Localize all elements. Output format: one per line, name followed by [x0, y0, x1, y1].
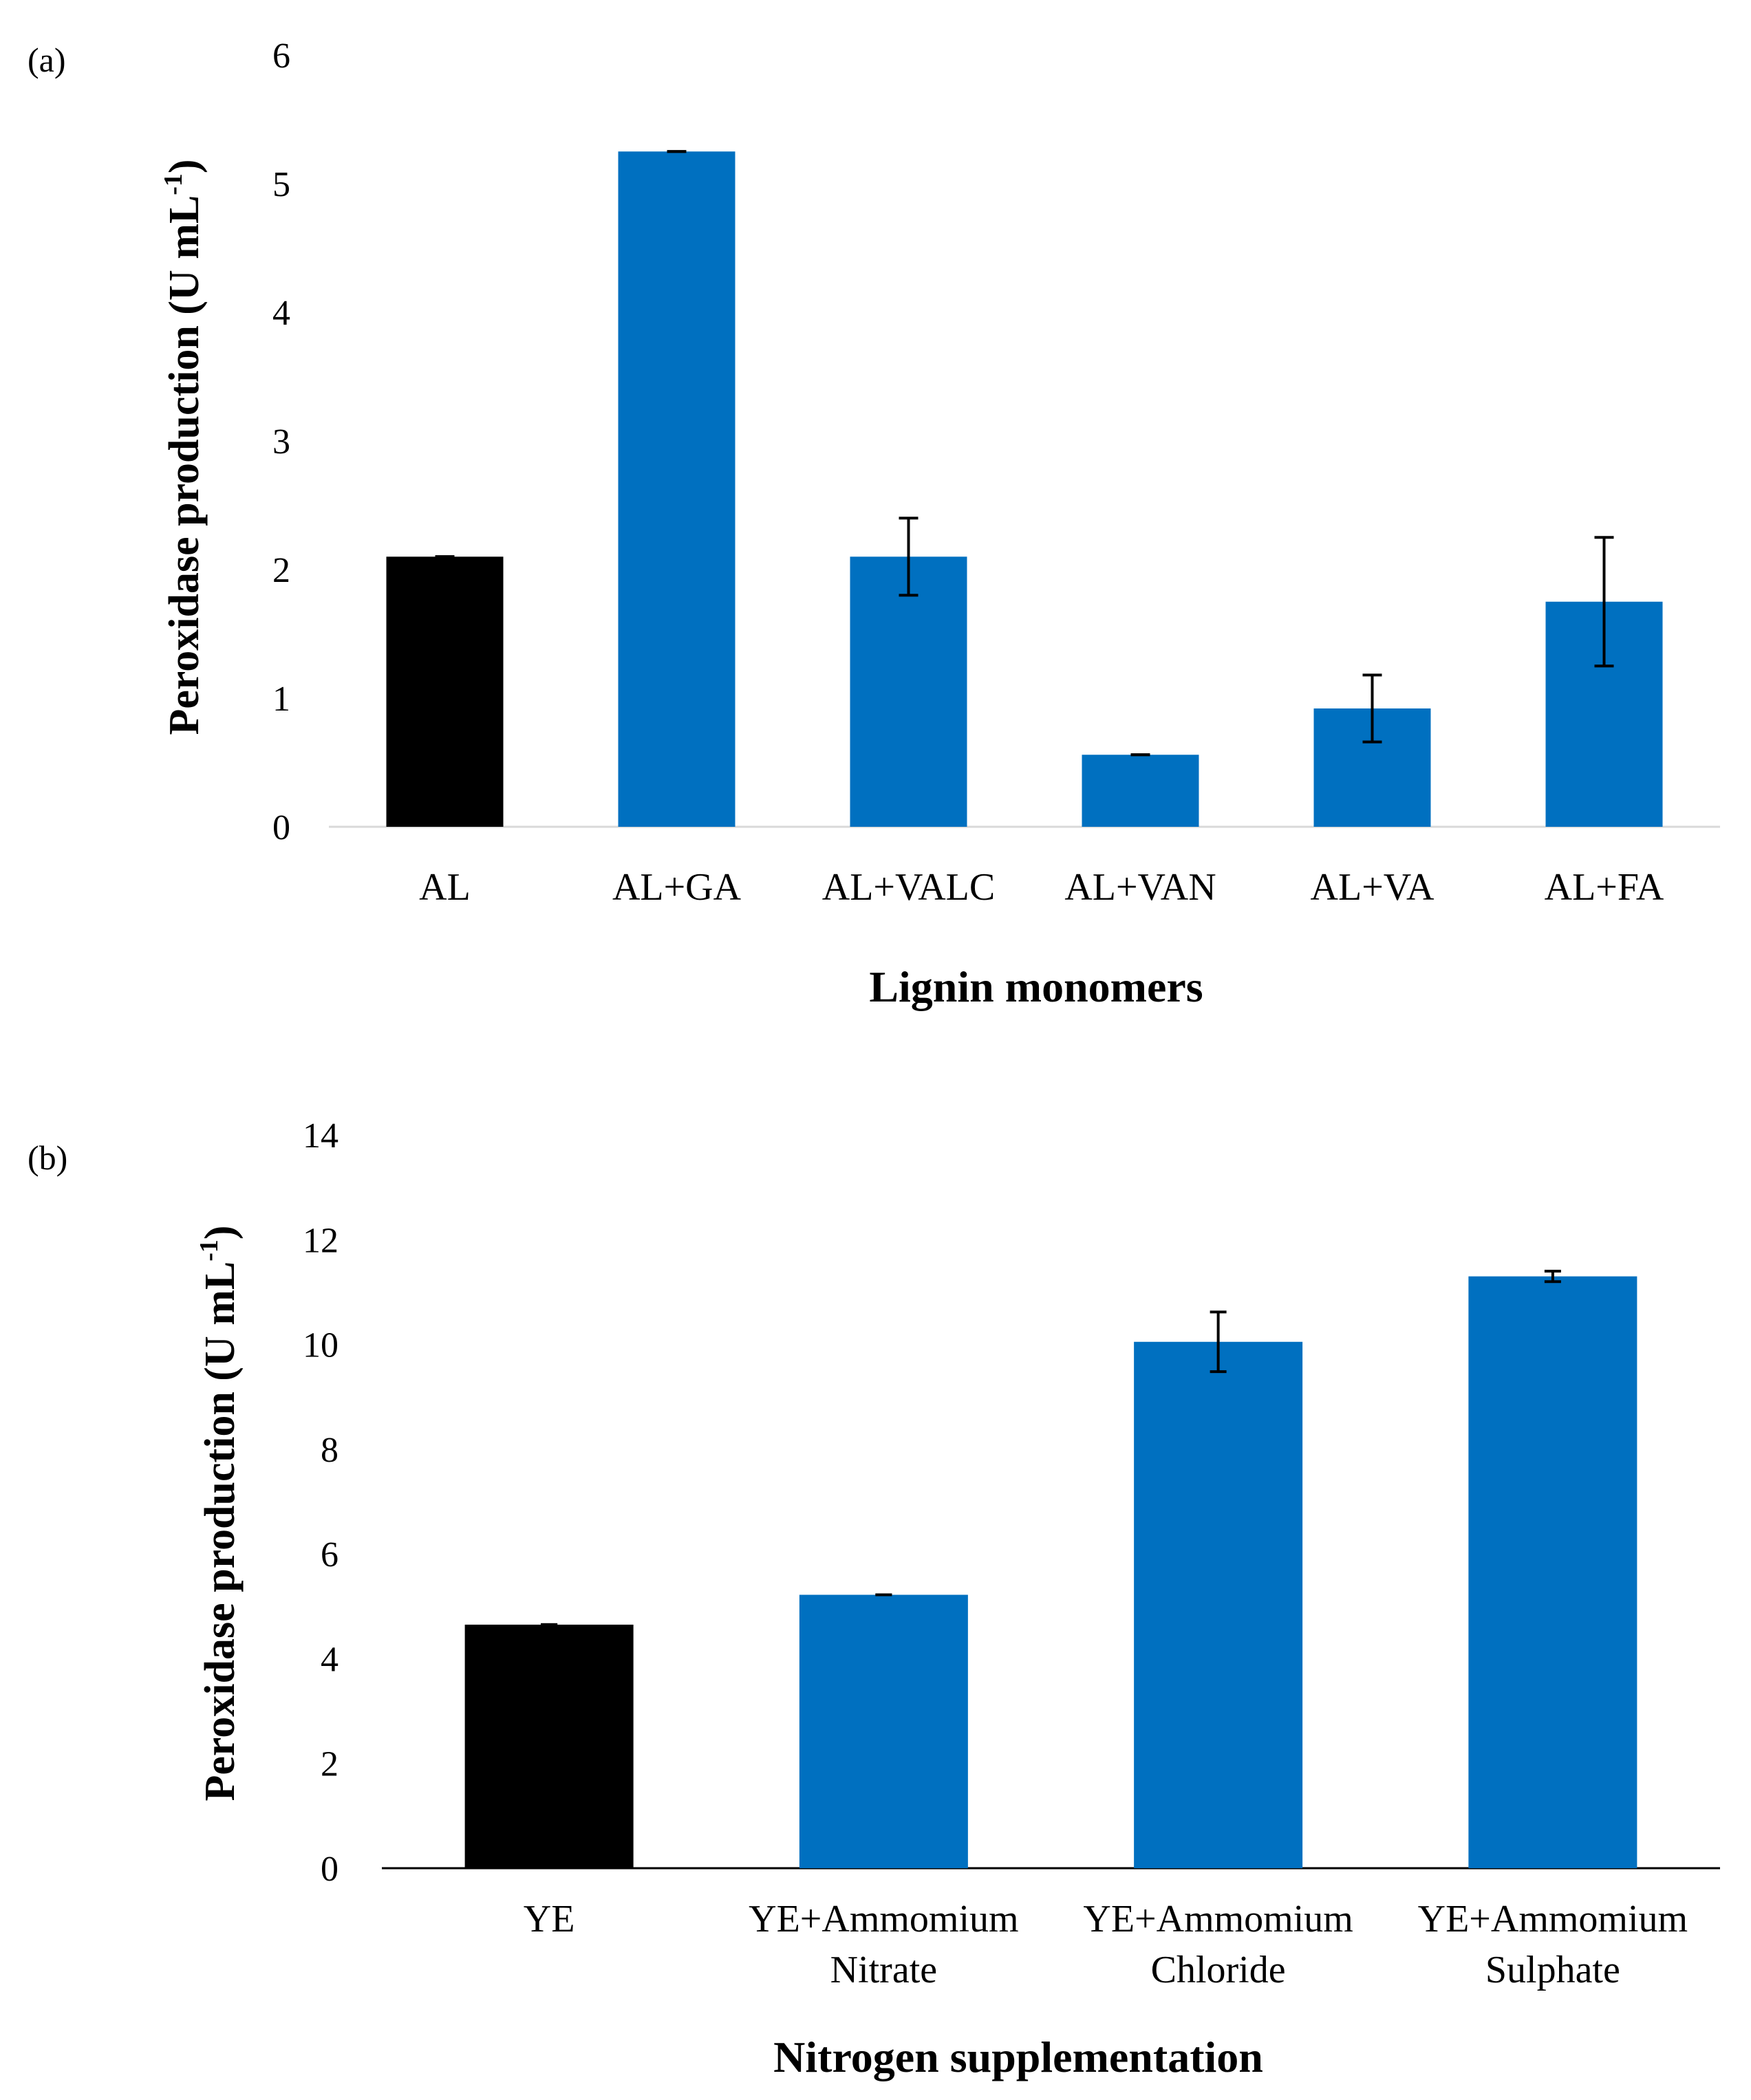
- y-tick-label: 6: [321, 1535, 339, 1574]
- y-axis-title-a-sup: -1: [159, 173, 188, 195]
- bars-a: [386, 150, 1663, 827]
- y-tick-label: 2: [272, 551, 290, 590]
- bars-b: [464, 1269, 1637, 1868]
- y-tick-label: 10: [303, 1326, 339, 1365]
- error-bar: [1544, 1269, 1561, 1284]
- x-tick-label: AL+VA: [1311, 866, 1435, 909]
- y-axis-title-a-close: ): [161, 159, 208, 173]
- y-axis-title-a: Peroxidase production (U mL-1): [159, 159, 208, 735]
- panel-label-a: (a): [28, 41, 66, 79]
- x-tick-label: AL: [419, 866, 471, 909]
- bar: [1082, 755, 1199, 827]
- y-tick-label: 8: [321, 1431, 339, 1470]
- bar: [386, 556, 504, 827]
- bar: [850, 556, 967, 827]
- x-tick-label: AL+FA: [1545, 866, 1664, 909]
- x-axis-title-a: Lignin monomers: [869, 962, 1203, 1011]
- y-tick-label: 2: [321, 1745, 339, 1784]
- x-tick-label: YE+Ammomium Sulphate: [1418, 1898, 1688, 1991]
- y-tick-labels-a: 0 1 2 3 4 5 6: [272, 36, 290, 847]
- y-tick-label: 14: [303, 1116, 339, 1156]
- y-tick-label: 6: [272, 36, 290, 76]
- error-bar: [1210, 1310, 1227, 1374]
- x-axis-title-b: Nitrogen supplementation: [773, 2033, 1263, 2081]
- x-tick-label: YE+Ammomium Chloride: [1083, 1898, 1353, 1991]
- y-axis-title-b-sup: -1: [195, 1240, 224, 1262]
- bar: [1134, 1341, 1303, 1868]
- panel-label-b: (b): [28, 1138, 67, 1177]
- y-axis-title-b-close: ): [197, 1225, 244, 1240]
- x-tick-labels-a: AL AL+GA AL+VALC AL+VAN AL+VA AL+FA: [419, 866, 1664, 909]
- chart-lignin-monomers: (a) 0 1 2 3 4 5 6 AL AL+GA AL+VALC AL+VAN AL+VA AL+…: [28, 36, 1720, 1011]
- y-tick-label: 1: [272, 680, 290, 719]
- x-tick-label: AL+VAN: [1064, 866, 1216, 909]
- x-tick-label: AL+VALC: [822, 866, 995, 909]
- y-tick-labels-b: 0 2 4 6 8 10 12 14: [303, 1116, 339, 1889]
- y-tick-label: 5: [272, 165, 290, 204]
- y-axis-title-a-main: Peroxidase production (U mL: [161, 195, 208, 735]
- x-tick-label: YE: [524, 1898, 575, 1940]
- y-tick-label: 0: [321, 1850, 339, 1889]
- x-tick-labels-b: YE YE+Ammomium Nitrate YE+Ammomium Chloride Y…: [524, 1898, 1688, 1991]
- x-tick-label: AL+GA: [612, 866, 742, 909]
- x-tick-label: YE+Ammomium Nitrate: [749, 1898, 1018, 1991]
- y-tick-label: 12: [303, 1221, 339, 1260]
- y-tick-label: 4: [272, 294, 290, 333]
- y-axis-title-b-main: Peroxidase production (U mL: [197, 1262, 244, 1801]
- error-bar: [1594, 536, 1614, 668]
- bar: [618, 151, 735, 827]
- bar: [464, 1624, 634, 1868]
- error-bar: [1362, 673, 1382, 744]
- y-tick-label: 4: [321, 1640, 339, 1679]
- y-tick-label: 3: [272, 422, 290, 462]
- chart-nitrogen-supplementation: (b) 0 2 4 6 8 10 12 14 YE YE+Ammomium Nitrate YE+A…: [28, 1116, 1720, 2081]
- error-bar: [899, 517, 919, 597]
- bar: [799, 1594, 968, 1868]
- bar: [1468, 1276, 1637, 1868]
- y-tick-label: 0: [272, 808, 290, 847]
- y-axis-title-b: Peroxidase production (U mL-1): [195, 1225, 244, 1801]
